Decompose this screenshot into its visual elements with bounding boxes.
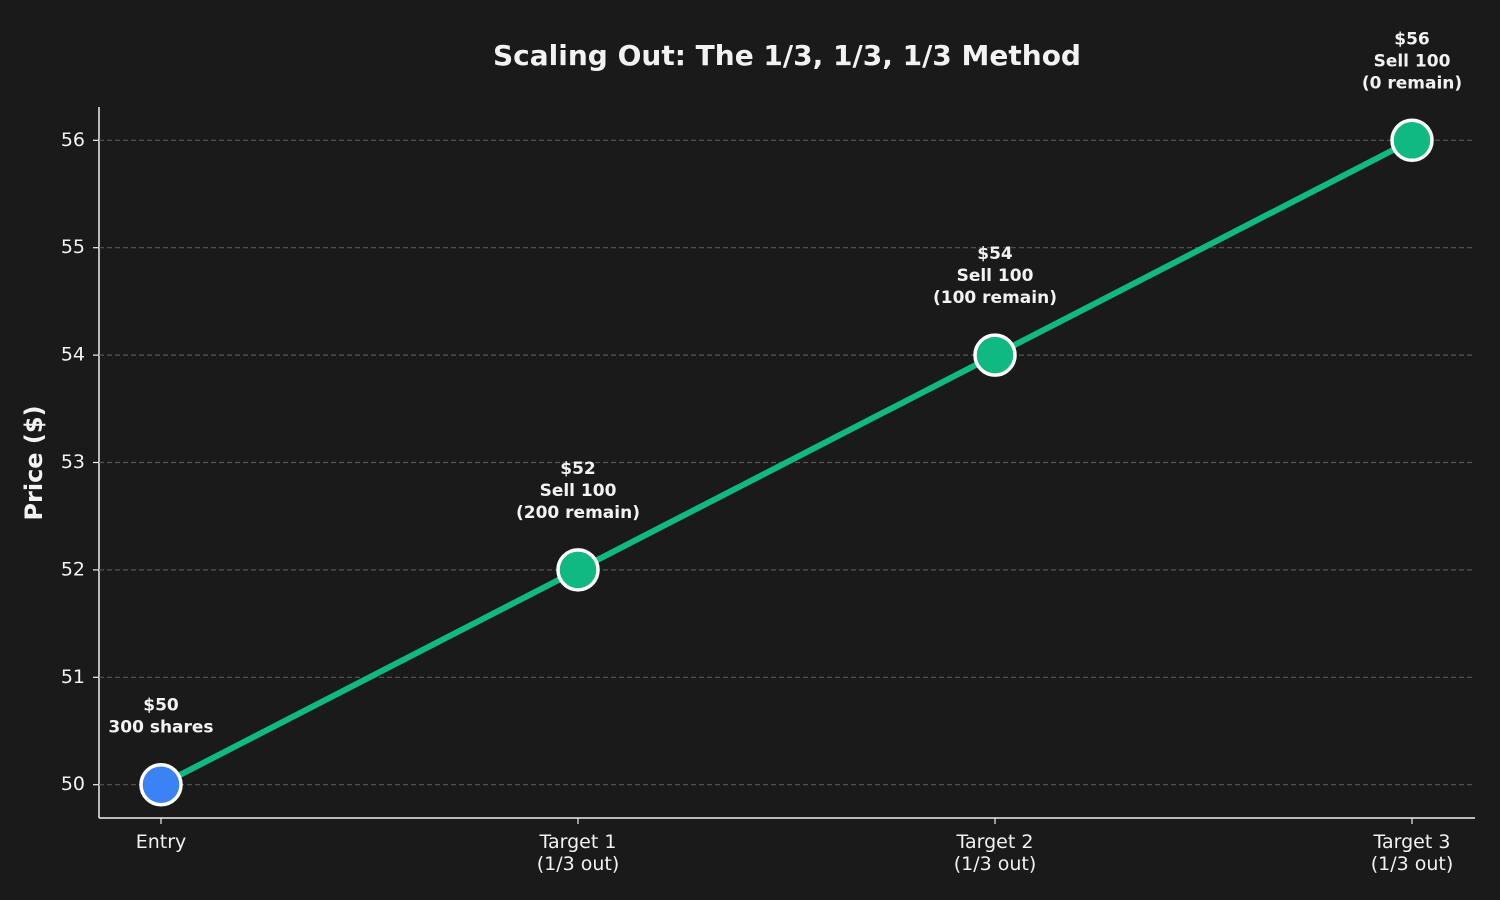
y-tick-label: 55 [61, 236, 85, 258]
point [973, 333, 1017, 377]
y-tick-label: 50 [61, 773, 85, 795]
data-label: $54 Sell 100 (100 remain) [933, 244, 1057, 308]
x-tick-label: Entry [136, 831, 187, 853]
y-tick-label: 53 [61, 451, 85, 473]
point [556, 548, 600, 592]
y-tick-label: 56 [61, 129, 85, 151]
data-label: $56 Sell 100 (0 remain) [1362, 29, 1462, 93]
x-tick-label: Target 1 (1/3 out) [537, 831, 620, 875]
point [1390, 118, 1434, 163]
y-axis-label: Price ($) [20, 405, 48, 520]
y-tick-label: 51 [61, 666, 85, 688]
line [159, 137, 1414, 788]
y-tick-label: 52 [61, 558, 85, 580]
x-tick-label: Target 3 (1/3 out) [1371, 831, 1454, 875]
chart-title: Scaling Out: The 1/3, 1/3, 1/3 Method [493, 39, 1081, 72]
data-label: $52 Sell 100 (200 remain) [516, 459, 640, 523]
x-tick-label: Target 2 (1/3 out) [954, 831, 1037, 875]
point [139, 762, 183, 807]
y-tick-label: 54 [61, 344, 85, 366]
data-label: $50 300 shares [108, 696, 213, 738]
